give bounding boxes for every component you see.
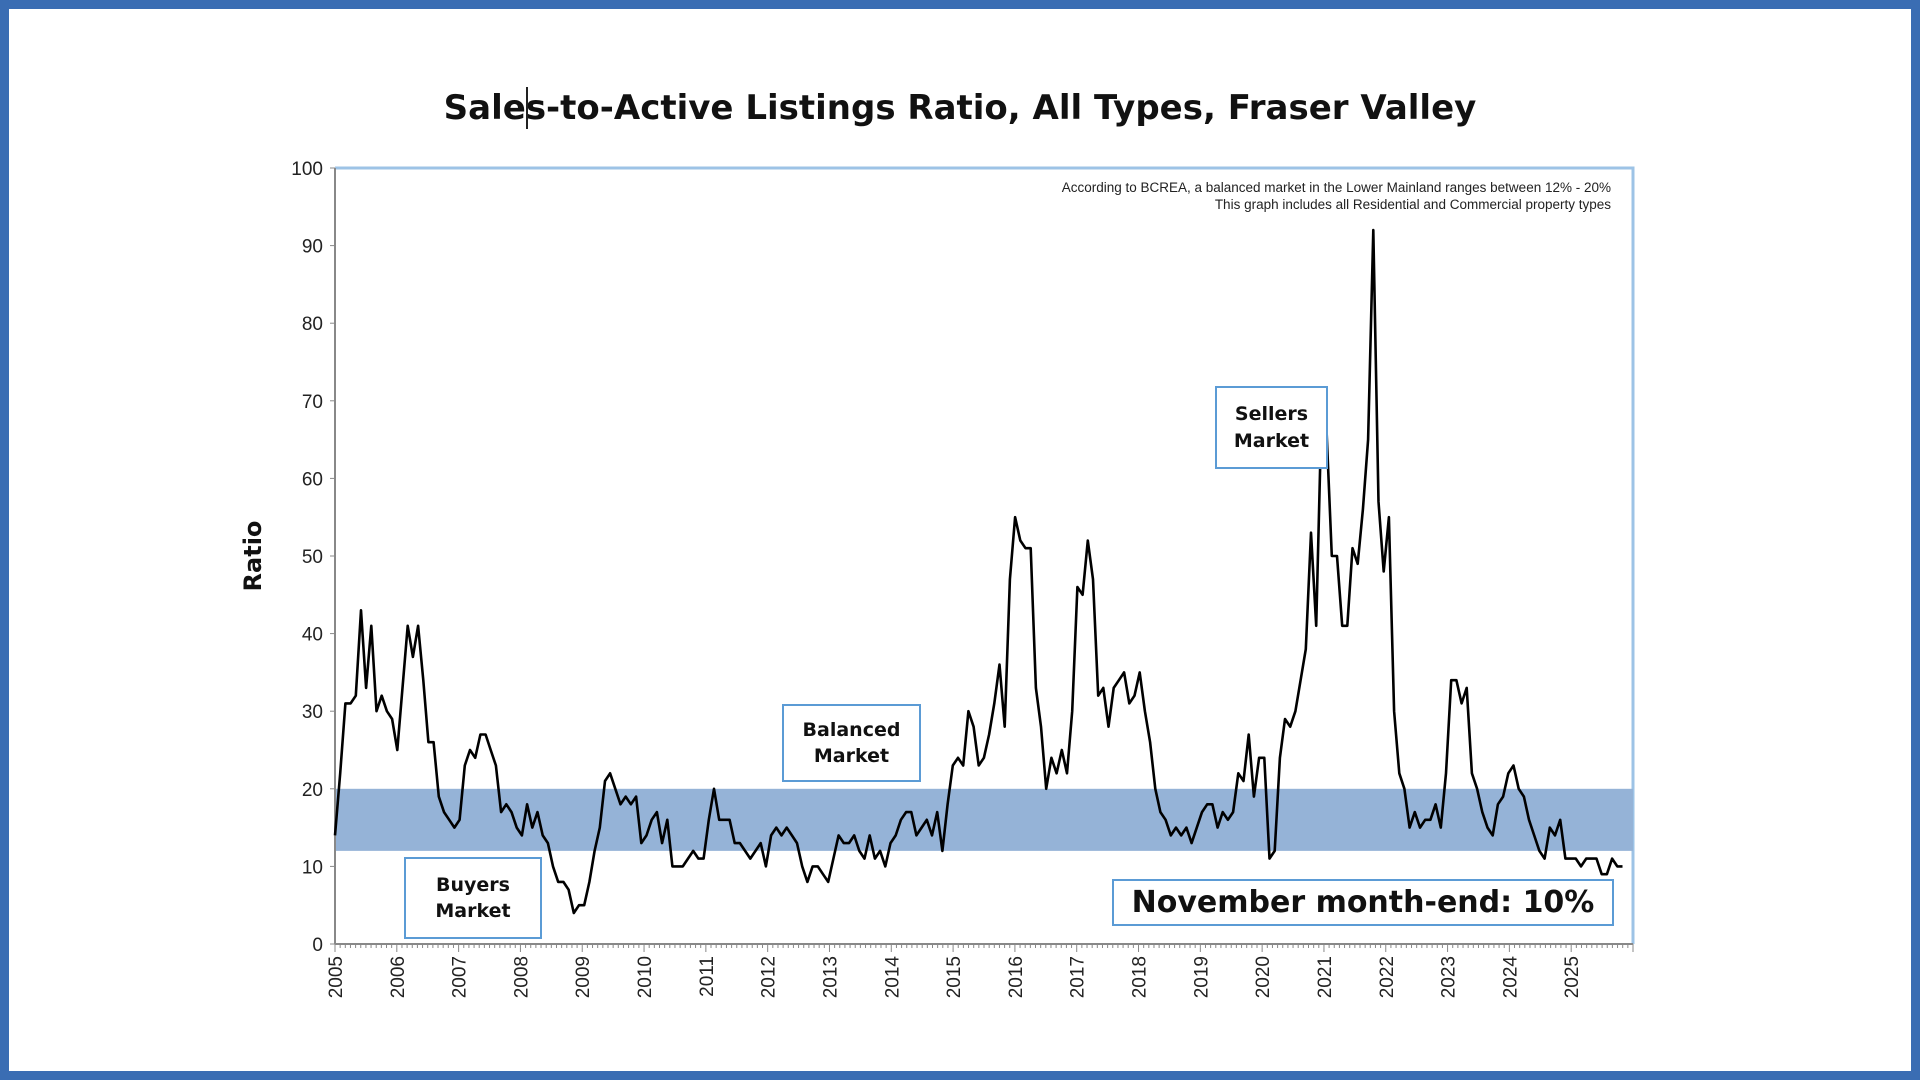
balanced-label-1: Balanced: [802, 719, 901, 741]
balanced-label-2: Market: [813, 745, 890, 767]
chart-note: According to BCREA, a balanced market in…: [1062, 180, 1611, 195]
y-tick-label: 50: [302, 547, 323, 568]
chart-title: Sales-to-Active Listings Ratio, All Type…: [444, 88, 1477, 128]
x-tick-label: 2025: [1562, 956, 1583, 998]
x-tick-label: 2012: [759, 956, 780, 998]
buyers-market-box: Buyers Market: [404, 857, 542, 939]
x-tick-label: 2005: [326, 956, 347, 998]
latest-value-label: November month-end: 10%: [1131, 885, 1595, 920]
x-tick-label: 2018: [1130, 956, 1151, 998]
chart-note: This graph includes all Residential and …: [1215, 197, 1611, 212]
x-tick-label: 2024: [1500, 956, 1521, 999]
buyers-label-1: Buyers: [436, 874, 510, 896]
sellers-label-2: Market: [1233, 429, 1310, 452]
x-tick-label: 2015: [944, 956, 965, 998]
sellers-label-1: Sellers: [1234, 402, 1309, 425]
buyers-label-2: Market: [435, 900, 511, 922]
y-tick-label: 70: [302, 392, 323, 413]
sellers-market-box: Sellers Market: [1215, 386, 1328, 469]
x-tick-label: 2019: [1191, 956, 1212, 998]
x-tick-label: 2020: [1253, 956, 1274, 998]
text-cursor: [526, 87, 528, 129]
x-tick-label: 2023: [1439, 956, 1460, 998]
x-tick-label: 2009: [573, 956, 594, 998]
latest-value-box: November month-end: 10%: [1112, 879, 1614, 926]
x-tick-label: 2016: [1006, 956, 1027, 998]
x-tick-label: 2006: [388, 956, 409, 998]
balanced-market-box: Balanced Market: [782, 704, 921, 782]
plot-border: [335, 166, 1635, 944]
y-tick-label: 40: [302, 625, 323, 646]
y-tick-label: 30: [302, 702, 323, 723]
x-tick-label: 2022: [1377, 956, 1398, 998]
y-tick-label: 80: [302, 314, 323, 335]
y-tick-label: 0: [312, 935, 323, 956]
y-tick-label: 90: [302, 237, 323, 258]
x-tick-label: 2017: [1068, 956, 1089, 998]
y-tick-label: 60: [302, 469, 323, 490]
x-tick-label: 2008: [511, 956, 532, 998]
y-tick-label: 100: [291, 159, 323, 180]
y-axis-label: Ratio: [239, 521, 267, 592]
y-tick-label: 20: [302, 780, 323, 801]
series-line: [333, 228, 1623, 915]
chart-frame: Sales-to-Active Listings Ratio, All Type…: [9, 9, 1911, 1071]
x-tick-label: 2013: [820, 956, 841, 998]
x-tick-label: 2021: [1315, 956, 1336, 998]
x-tick-label: 2011: [697, 956, 718, 997]
x-tick-label: 2007: [450, 956, 471, 998]
line-chart: Sales-to-Active Listings Ratio, All Type…: [239, 88, 1635, 999]
y-tick-label: 10: [302, 857, 323, 878]
x-tick-label: 2014: [882, 956, 903, 999]
x-tick-label: 2010: [635, 956, 656, 998]
